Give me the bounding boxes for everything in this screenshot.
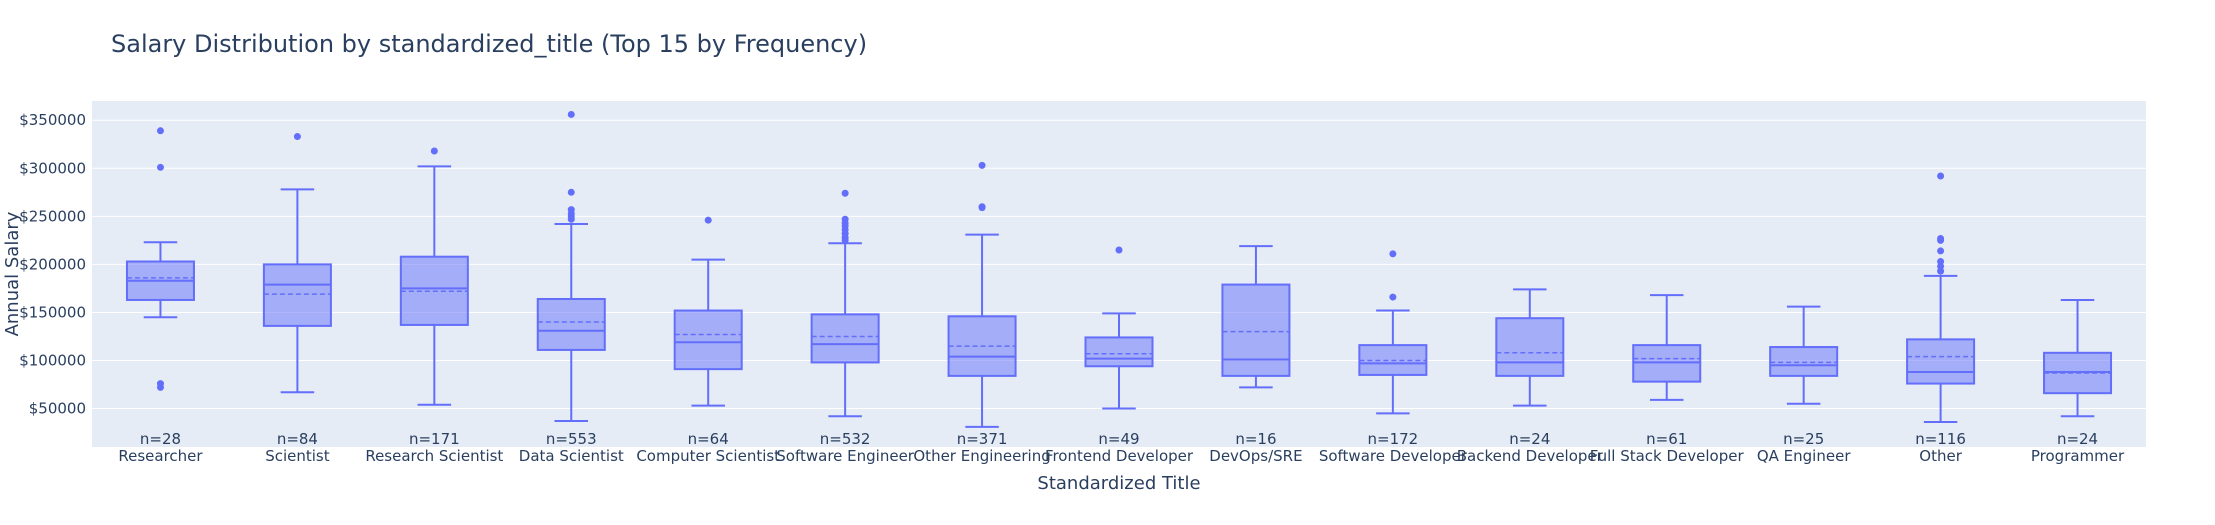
- box-iqr: [262, 263, 332, 327]
- y-tick-label: $100000: [19, 352, 86, 370]
- chart-title: Salary Distribution by standardized_titl…: [111, 30, 867, 58]
- outlier-point: [293, 133, 301, 141]
- box-group: [1495, 288, 1565, 407]
- outlier-point: [1937, 247, 1945, 255]
- count-label: n=171: [409, 430, 460, 448]
- count-label: n=25: [1783, 430, 1824, 448]
- x-tick-label: Full Stack Developer: [1590, 447, 1745, 465]
- box-group: [673, 216, 743, 407]
- outlier-point: [1937, 267, 1945, 275]
- x-tick-label: DevOps/SRE: [1209, 447, 1302, 465]
- box-group: [536, 110, 606, 423]
- outlier-point: [430, 147, 438, 155]
- x-tick-label: Software Developer: [1319, 447, 1468, 465]
- count-label: n=49: [1098, 430, 1139, 448]
- box-group: [262, 133, 332, 394]
- x-tick-label: Backend Developer: [1457, 447, 1604, 465]
- outlier-point: [841, 236, 849, 244]
- box-iqr: [1769, 346, 1839, 377]
- outlier-point: [1937, 172, 1945, 180]
- y-tick-label: $300000: [19, 159, 86, 177]
- x-tick-label: QA Engineer: [1757, 447, 1851, 465]
- box-group: [810, 189, 880, 418]
- outlier-point: [841, 189, 849, 197]
- outlier-point: [1389, 293, 1397, 301]
- count-label: n=24: [1509, 430, 1550, 448]
- outlier-point: [156, 163, 164, 171]
- box-group: [1084, 246, 1154, 410]
- outlier-point: [978, 204, 986, 212]
- outlier-point: [567, 110, 575, 118]
- y-axis-title: Annual Salary: [2, 211, 23, 336]
- outlier-point: [567, 188, 575, 196]
- count-label: n=553: [546, 430, 597, 448]
- box-iqr: [1495, 317, 1565, 377]
- x-tick-label: Programmer: [2031, 447, 2125, 465]
- outlier-point: [978, 161, 986, 169]
- y-axis-ticks: $50000 $100000 $150000 $200000 $250000 $30000…: [19, 111, 86, 417]
- count-label: n=116: [1915, 430, 1966, 448]
- box-iqr: [1906, 338, 1976, 385]
- outlier-point: [1937, 258, 1945, 266]
- count-label: n=64: [688, 430, 729, 448]
- x-tick-label: Research Scientist: [365, 447, 503, 465]
- count-label: n=532: [820, 430, 871, 448]
- box-group: [399, 147, 469, 406]
- outlier-point: [1115, 246, 1123, 254]
- box-group: [1358, 250, 1428, 415]
- box-group: [1769, 305, 1839, 405]
- box-group: [1906, 172, 1976, 424]
- y-tick-label: $50000: [29, 400, 86, 418]
- x-tick-label: Other Engineering: [913, 447, 1050, 465]
- count-label: n=61: [1646, 430, 1687, 448]
- count-label: n=28: [140, 430, 181, 448]
- box-iqr: [1221, 283, 1291, 377]
- count-label: n=84: [277, 430, 318, 448]
- box-iqr: [1084, 336, 1154, 368]
- box-group: [2043, 298, 2113, 418]
- box-group: [1632, 294, 1702, 401]
- x-tick-label: Computer Scientist: [636, 447, 780, 465]
- x-tick-label: Frontend Developer: [1045, 447, 1194, 465]
- outlier-point: [1389, 250, 1397, 258]
- box-iqr: [810, 313, 880, 364]
- x-tick-label: Scientist: [265, 447, 330, 465]
- count-label: n=24: [2057, 430, 2098, 448]
- y-tick-label: $150000: [19, 303, 86, 321]
- y-tick-label: $200000: [19, 255, 86, 273]
- boxes: [125, 110, 2113, 428]
- outlier-point: [1937, 262, 1945, 270]
- count-label: n=371: [957, 430, 1008, 448]
- count-label: n=16: [1235, 430, 1276, 448]
- x-tick-label: Other: [1919, 447, 1962, 465]
- x-tick-label: Software Engineer: [776, 447, 915, 465]
- y-tick-label: $350000: [19, 111, 86, 129]
- y-tick-label: $250000: [19, 207, 86, 225]
- outlier-point: [1937, 236, 1945, 244]
- x-tick-label: Researcher: [118, 447, 203, 465]
- box-iqr: [673, 309, 743, 371]
- outlier-point: [156, 383, 164, 391]
- box-group: [947, 161, 1017, 428]
- box-group: [1221, 245, 1291, 389]
- outlier-point: [567, 215, 575, 223]
- x-tick-label: Data Scientist: [519, 447, 624, 465]
- box-iqr: [536, 297, 606, 351]
- count-label: n=172: [1368, 430, 1419, 448]
- x-axis-title: Standardized Title: [1037, 473, 1200, 494]
- box-group: [125, 127, 195, 391]
- outlier-point: [704, 216, 712, 224]
- outlier-point: [156, 127, 164, 135]
